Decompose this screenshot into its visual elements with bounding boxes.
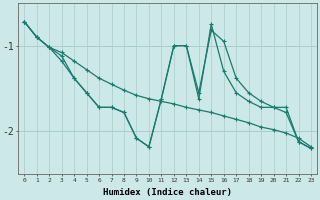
X-axis label: Humidex (Indice chaleur): Humidex (Indice chaleur) [103, 188, 232, 197]
